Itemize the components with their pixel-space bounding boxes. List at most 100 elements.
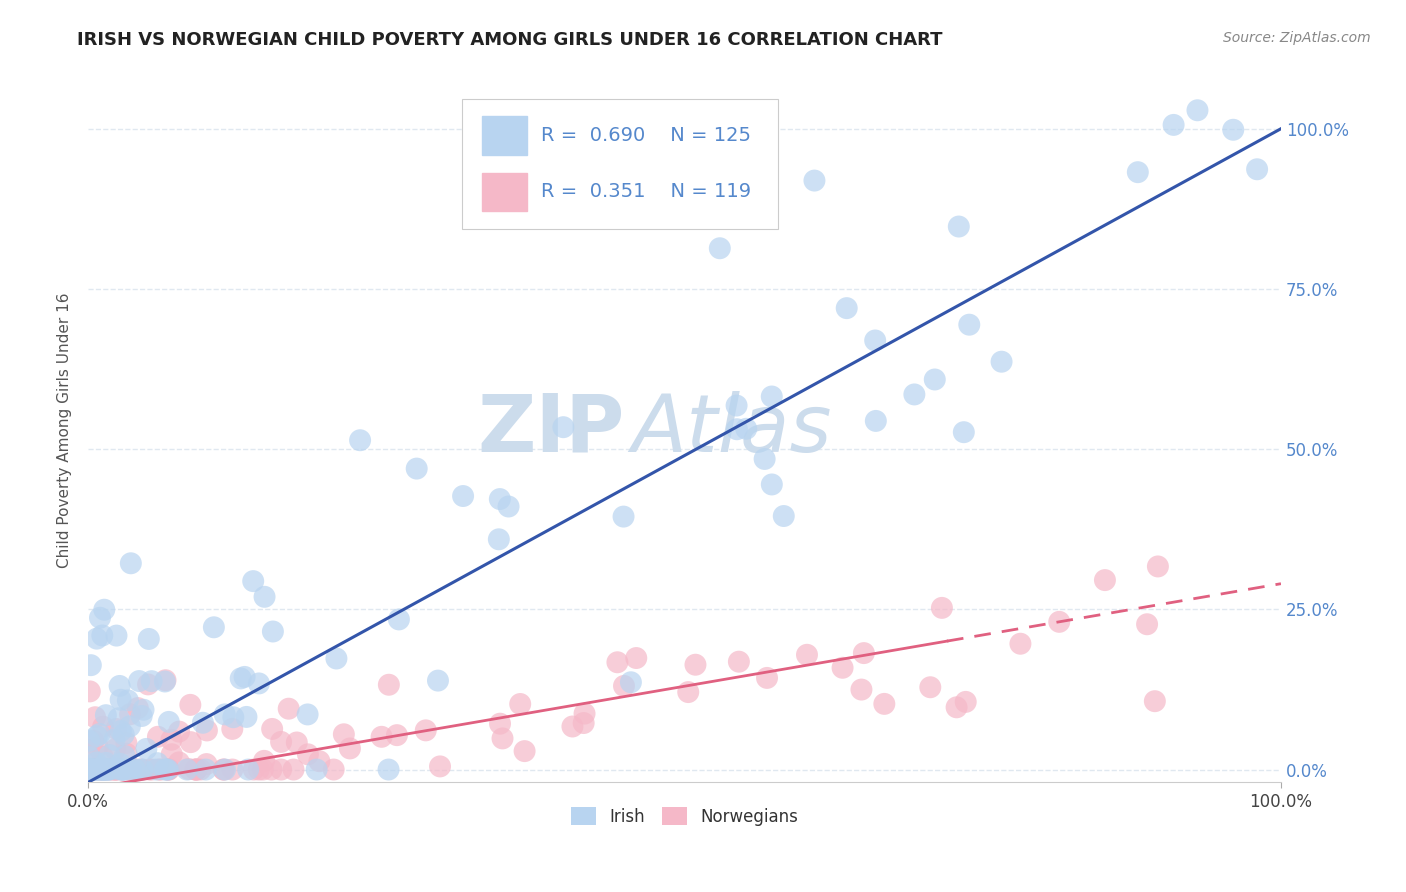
Point [128, 763, 150, 777]
Point [108, 679, 131, 693]
Point [79, 763, 101, 777]
Point [1163, 118, 1185, 132]
Point [378, 678, 401, 692]
Point [489, 491, 512, 506]
Point [270, 763, 292, 777]
Point [513, 744, 536, 758]
Point [1010, 637, 1032, 651]
Point [117, 693, 139, 707]
Point [115, 736, 138, 750]
Point [509, 697, 531, 711]
Point [79, 750, 101, 764]
Point [489, 716, 512, 731]
Point [322, 763, 344, 777]
Legend: Irish, Norwegians: Irish, Norwegians [562, 799, 806, 834]
Point [118, 719, 141, 733]
Point [97, 763, 120, 777]
Point [115, 747, 138, 761]
Point [620, 675, 643, 690]
Point [157, 714, 180, 729]
Point [127, 701, 149, 715]
Point [553, 420, 575, 434]
Point [574, 706, 596, 721]
Point [156, 763, 179, 777]
Point [84, 763, 107, 777]
Point [195, 723, 218, 738]
Point [138, 763, 160, 777]
Point [120, 763, 142, 777]
Point [77, 763, 100, 777]
Point [186, 763, 208, 777]
Point [98, 748, 121, 763]
Point [155, 763, 177, 777]
Point [305, 763, 328, 777]
Point [297, 707, 319, 722]
Point [110, 723, 132, 738]
Point [84, 710, 107, 724]
FancyBboxPatch shape [482, 116, 527, 155]
Point [94, 763, 117, 777]
Point [98, 763, 121, 777]
Point [104, 763, 127, 777]
Point [990, 354, 1012, 368]
Point [156, 763, 179, 777]
Point [612, 509, 634, 524]
Point [105, 629, 128, 643]
Point [761, 390, 783, 404]
Point [112, 763, 135, 777]
Point [229, 672, 252, 686]
Point [756, 671, 779, 685]
Point [146, 730, 169, 744]
Point [110, 763, 132, 777]
Point [754, 452, 776, 467]
Point [1136, 617, 1159, 632]
Point [141, 674, 163, 689]
Point [110, 693, 132, 707]
Point [957, 318, 980, 332]
Point [91, 749, 114, 764]
Point [176, 763, 198, 777]
Point [377, 763, 399, 777]
Point [160, 732, 183, 747]
Point [191, 715, 214, 730]
Point [105, 763, 128, 777]
Point [761, 477, 783, 491]
Text: Source: ZipAtlas.com: Source: ZipAtlas.com [1223, 31, 1371, 45]
Point [388, 612, 411, 626]
Point [831, 661, 853, 675]
Point [262, 722, 284, 736]
Point [122, 763, 145, 777]
Point [1222, 122, 1244, 136]
Point [135, 742, 157, 756]
Point [89, 763, 111, 777]
Point [80, 763, 103, 777]
Point [370, 730, 392, 744]
Point [796, 648, 818, 662]
Point [285, 735, 308, 749]
Point [953, 425, 976, 440]
Point [270, 735, 292, 749]
Point [82, 733, 104, 747]
Point [131, 709, 153, 723]
Point [222, 710, 245, 724]
Point [89, 727, 111, 741]
Point [83, 763, 105, 777]
Point [131, 763, 153, 777]
Point [955, 695, 977, 709]
Point [104, 742, 127, 756]
Point [86, 632, 108, 646]
Point [1047, 615, 1070, 629]
Point [214, 763, 236, 777]
Point [77, 763, 100, 777]
Point [138, 632, 160, 646]
Point [498, 500, 520, 514]
Point [86, 763, 108, 777]
Point [221, 763, 243, 777]
Point [247, 676, 270, 690]
Point [873, 697, 896, 711]
Point [103, 762, 125, 776]
Point [90, 760, 112, 774]
Point [157, 763, 180, 777]
Point [93, 763, 115, 777]
Point [385, 728, 408, 742]
